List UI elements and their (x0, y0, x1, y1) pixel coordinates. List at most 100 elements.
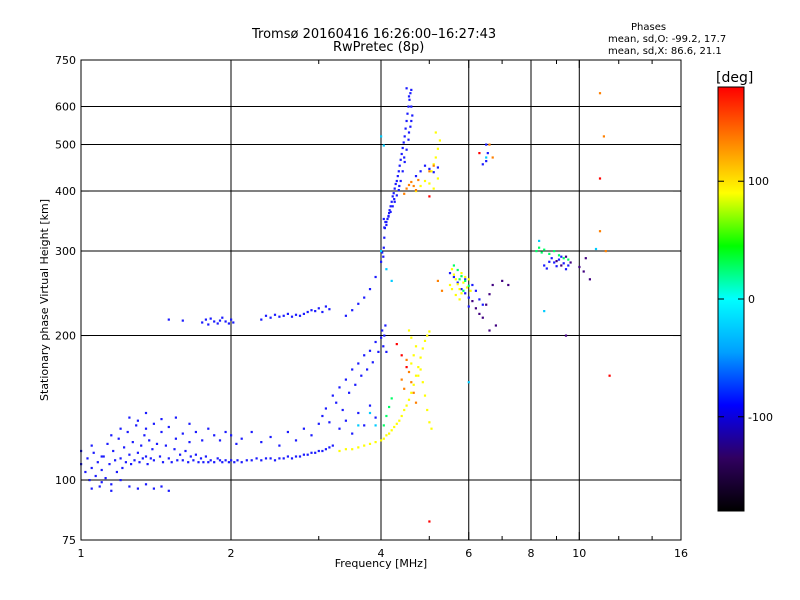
data-point (412, 383, 415, 386)
data-point (216, 457, 219, 460)
y-tick-label: 600 (55, 101, 76, 114)
data-point (408, 98, 411, 101)
data-point (467, 284, 470, 287)
data-point (144, 427, 148, 430)
data-point (428, 330, 431, 333)
colorbar-tick-label: 0 (748, 293, 755, 306)
data-point (417, 374, 420, 377)
data-point (264, 314, 268, 317)
data-point (302, 312, 305, 315)
data-point (232, 321, 235, 324)
data-point (112, 449, 115, 453)
data-point (423, 164, 427, 167)
data-point (426, 408, 429, 412)
data-point (140, 444, 143, 447)
data-point (485, 160, 488, 163)
data-point (428, 170, 431, 173)
data-point (393, 187, 396, 190)
data-point (324, 448, 327, 451)
data-point (136, 419, 139, 422)
data-point (419, 356, 422, 359)
data-point (545, 267, 548, 270)
data-point (240, 437, 243, 440)
data-point (440, 289, 444, 292)
data-point (269, 435, 272, 439)
data-point (417, 178, 420, 182)
data-point (324, 407, 327, 410)
data-point (382, 437, 385, 440)
data-point (410, 391, 413, 394)
data-point (201, 439, 204, 442)
grid-layer (81, 60, 681, 540)
data-point (488, 143, 491, 146)
data-point (143, 434, 146, 437)
data-point (383, 334, 386, 337)
data-point (380, 439, 383, 442)
data-point (98, 485, 101, 488)
data-point (90, 487, 93, 490)
data-point (417, 366, 420, 369)
data-point (338, 449, 341, 453)
data-point (471, 300, 474, 303)
data-point (410, 362, 413, 365)
data-point (148, 439, 151, 442)
y-tick-label: 75 (62, 534, 76, 547)
data-point (478, 152, 481, 155)
data-point (88, 479, 91, 482)
data-point (331, 394, 334, 397)
data-point (411, 114, 414, 117)
data-point (341, 408, 344, 412)
data-point (328, 421, 331, 424)
data-point (390, 200, 393, 203)
data-point (286, 312, 289, 315)
data-point (409, 92, 412, 95)
data-point (194, 430, 197, 434)
data-point (553, 261, 556, 264)
data-point (407, 183, 411, 187)
data-point (213, 461, 216, 464)
colorbar-tick-label: -100 (748, 411, 773, 424)
data-point (160, 485, 163, 488)
data-point (273, 313, 277, 316)
data-point (414, 401, 418, 404)
data-point (404, 127, 407, 130)
data-point (269, 316, 272, 319)
data-point (128, 453, 131, 456)
data-point (381, 251, 384, 254)
data-point (201, 321, 204, 324)
y-tick-label: 400 (55, 185, 76, 198)
data-point (478, 312, 481, 315)
data-point (167, 489, 170, 492)
data-point (310, 434, 313, 437)
data-point (485, 143, 488, 146)
data-point (403, 160, 406, 164)
data-point (388, 432, 391, 435)
data-point (278, 315, 281, 318)
data-point (144, 411, 148, 415)
data-point (306, 310, 309, 314)
data-point (436, 147, 439, 150)
data-point (582, 270, 585, 273)
data-point (310, 451, 313, 454)
data-point (146, 463, 149, 466)
data-point (604, 250, 607, 253)
data-point (465, 286, 469, 289)
x-tick-label: 8 (528, 547, 535, 560)
data-point (124, 461, 127, 464)
data-point (456, 268, 459, 272)
data-point (557, 254, 561, 257)
data-point (467, 296, 470, 299)
data-point (474, 289, 477, 292)
data-point (324, 305, 327, 308)
data-point (384, 324, 387, 327)
data-point (348, 391, 351, 394)
data-point (567, 264, 570, 267)
data-point (564, 268, 568, 271)
data-point (400, 354, 403, 357)
data-point (448, 272, 452, 275)
data-point (216, 322, 219, 325)
data-point (405, 404, 408, 407)
data-point (392, 192, 395, 195)
data-point (385, 434, 388, 437)
data-point (227, 322, 230, 325)
